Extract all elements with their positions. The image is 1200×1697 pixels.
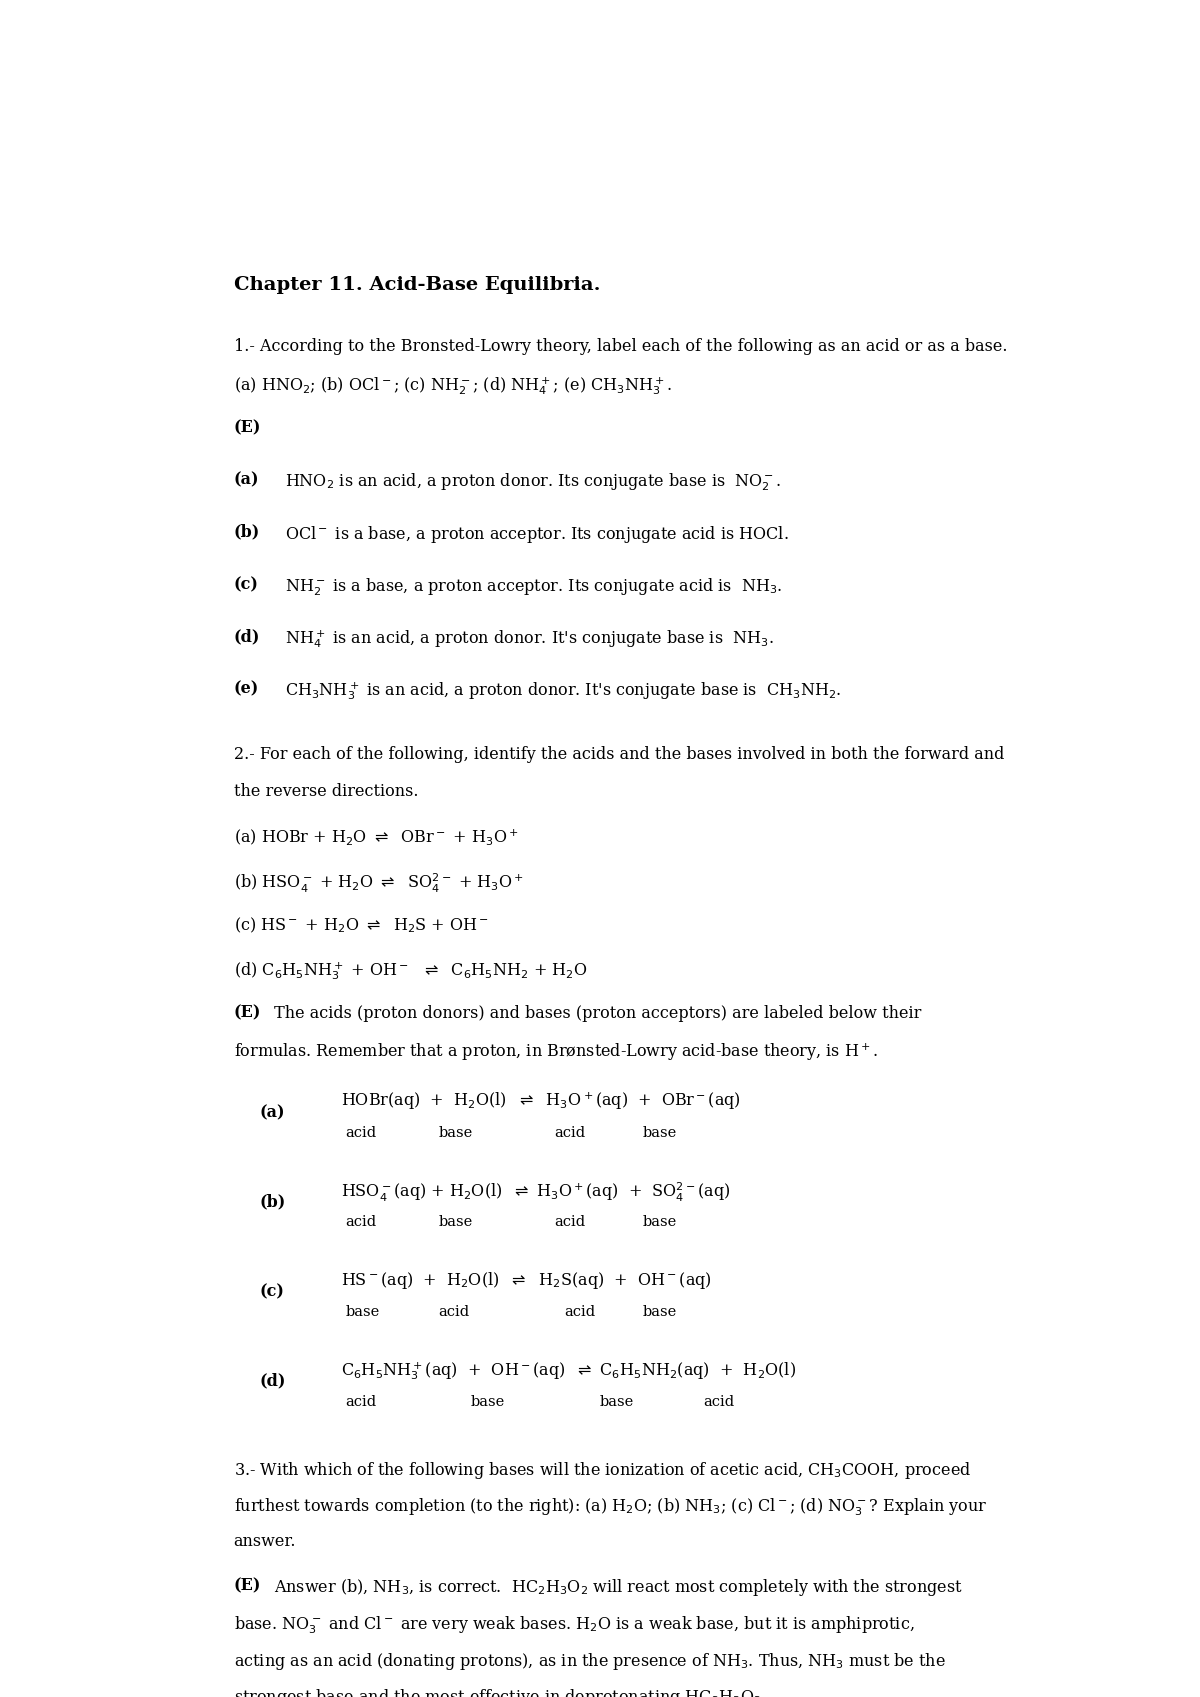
Text: answer.: answer. [234,1532,296,1549]
Text: (b): (b) [234,524,260,541]
Text: The acids (proton donors) and bases (proton acceptors) are labeled below their: The acids (proton donors) and bases (pro… [269,1005,922,1022]
Text: Chapter 11. Acid-Base Equilibria.: Chapter 11. Acid-Base Equilibria. [234,275,600,294]
Text: the reverse directions.: the reverse directions. [234,782,419,799]
Text: acid: acid [346,1125,377,1140]
Text: acid: acid [346,1395,377,1409]
Text: (a): (a) [259,1105,286,1122]
Text: (d) C$_6$H$_5$NH$_3^+$ + OH$^-$  $\rightleftharpoons$  C$_6$H$_5$NH$_2$ + H$_2$O: (d) C$_6$H$_5$NH$_3^+$ + OH$^-$ $\rightl… [234,961,587,983]
Text: (c): (c) [259,1283,284,1300]
Text: NH$_2^-$ is a base, a proton acceptor. Its conjugate acid is  NH$_3$.: NH$_2^-$ is a base, a proton acceptor. I… [284,575,782,597]
Text: (b): (b) [259,1193,286,1210]
Text: (d): (d) [259,1373,286,1390]
Text: HNO$_2$ is an acid, a proton donor. Its conjugate base is  NO$_2^-$.: HNO$_2$ is an acid, a proton donor. Its … [284,472,781,494]
Text: NH$_4^+$ is an acid, a proton donor. It's conjugate base is  NH$_3$.: NH$_4^+$ is an acid, a proton donor. It'… [284,628,774,650]
Text: 2.- For each of the following, identify the acids and the bases involved in both: 2.- For each of the following, identify … [234,747,1004,764]
Text: acid: acid [346,1215,377,1229]
Text: (c) HS$^-$ + H$_2$O $\rightleftharpoons$  H$_2$S + OH$^-$: (c) HS$^-$ + H$_2$O $\rightleftharpoons$… [234,916,488,935]
Text: (a) HNO$_2$; (b) OCl$^-$; (c) NH$_2^-$; (d) NH$_4^+$; (e) CH$_3$NH$_3^+$.: (a) HNO$_2$; (b) OCl$^-$; (c) NH$_2^-$; … [234,375,672,397]
Text: (E): (E) [234,1005,262,1022]
Text: base: base [643,1125,677,1140]
Text: acid: acid [554,1125,586,1140]
Text: (a) HOBr + H$_2$O $\rightleftharpoons$  OBr$^-$ + H$_3$O$^+$: (a) HOBr + H$_2$O $\rightleftharpoons$ O… [234,826,518,847]
Text: base: base [438,1125,473,1140]
Text: OCl$^-$ is a base, a proton acceptor. Its conjugate acid is HOCl.: OCl$^-$ is a base, a proton acceptor. It… [284,524,788,545]
Text: base: base [470,1395,505,1409]
Text: (c): (c) [234,575,258,592]
Text: acid: acid [438,1305,469,1319]
Text: base: base [346,1305,379,1319]
Text: base. NO$_3^-$ and Cl$^-$ are very weak bases. H$_2$O is a weak base, but it is : base. NO$_3^-$ and Cl$^-$ are very weak … [234,1614,914,1636]
Text: (a): (a) [234,472,259,489]
Text: (E): (E) [234,419,262,436]
Text: CH$_3$NH$_3^+$ is an acid, a proton donor. It's conjugate base is  CH$_3$NH$_2$.: CH$_3$NH$_3^+$ is an acid, a proton dono… [284,680,841,703]
Text: acid: acid [703,1395,734,1409]
Text: (d): (d) [234,628,260,645]
Text: C$_6$H$_5$NH$_3^+$(aq)  +  OH$^-$(aq)  $\rightleftharpoons$ C$_6$H$_5$NH$_2$(aq): C$_6$H$_5$NH$_3^+$(aq) + OH$^-$(aq) $\ri… [341,1359,796,1381]
Text: acid: acid [564,1305,595,1319]
Text: Answer (b), NH$_3$, is correct.  HC$_2$H$_3$O$_2$ will react most completely wit: Answer (b), NH$_3$, is correct. HC$_2$H$… [269,1578,962,1599]
Text: acid: acid [554,1215,586,1229]
Text: base: base [643,1215,677,1229]
Text: furthest towards completion (to the right): (a) H$_2$O; (b) NH$_3$; (c) Cl$^-$; : furthest towards completion (to the righ… [234,1497,988,1519]
Text: 3.- With which of the following bases will the ionization of acetic acid, CH$_3$: 3.- With which of the following bases wi… [234,1459,971,1481]
Text: (E): (E) [234,1578,262,1595]
Text: HS$^-$(aq)  +  H$_2$O(l)  $\rightleftharpoons$  H$_2$S(aq)  +  OH$^-$(aq): HS$^-$(aq) + H$_2$O(l) $\rightleftharpoo… [341,1269,712,1291]
Text: formulas. Remember that a proton, in Brønsted-Lowry acid-base theory, is H$^+$.: formulas. Remember that a proton, in Brø… [234,1042,878,1062]
Text: HOBr(aq)  +  H$_2$O(l)  $\rightleftharpoons$  H$_3$O$^+$(aq)  +  OBr$^-$(aq): HOBr(aq) + H$_2$O(l) $\rightleftharpoons… [341,1091,740,1112]
Text: acting as an acid (donating protons), as in the presence of NH$_3$. Thus, NH$_3$: acting as an acid (donating protons), as… [234,1651,946,1672]
Text: strongest base and the most effective in deprotonating HC$_2$H$_3$O$_2$.: strongest base and the most effective in… [234,1687,767,1697]
Text: base: base [599,1395,634,1409]
Text: (b) HSO$_4^-$ + H$_2$O $\rightleftharpoons$  SO$_4^{2-}$ + H$_3$O$^+$: (b) HSO$_4^-$ + H$_2$O $\rightleftharpoo… [234,871,523,894]
Text: (e): (e) [234,680,259,697]
Text: base: base [643,1305,677,1319]
Text: 1.- According to the Bronsted-Lowry theory, label each of the following as an ac: 1.- According to the Bronsted-Lowry theo… [234,338,1007,355]
Text: base: base [438,1215,473,1229]
Text: HSO$_4^-$(aq) + H$_2$O(l)  $\rightleftharpoons$ H$_3$O$^+$(aq)  +  SO$_4^{2-}$(a: HSO$_4^-$(aq) + H$_2$O(l) $\rightlefthar… [341,1181,730,1203]
